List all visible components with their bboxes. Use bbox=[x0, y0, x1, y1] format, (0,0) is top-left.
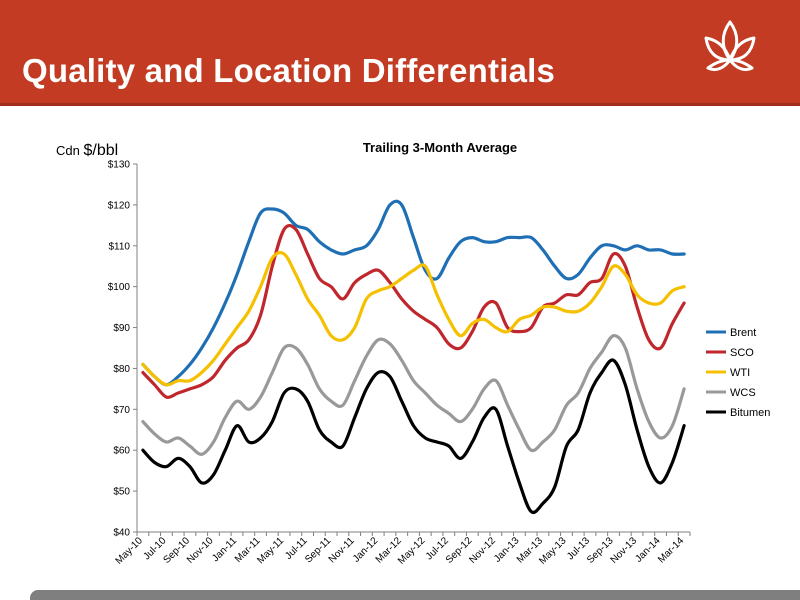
x-tick-label: Nov-12 bbox=[467, 535, 498, 566]
legend-label-wti: WTI bbox=[730, 367, 750, 379]
y-tick-label: $90 bbox=[113, 323, 130, 334]
x-tick-label: Nov-10 bbox=[185, 535, 216, 566]
series-line-wti bbox=[141, 251, 686, 387]
legend-label-brent: Brent bbox=[730, 327, 756, 339]
y-tick-label: $50 bbox=[113, 487, 130, 498]
chart-axes: $40 $50 $60 $70 $80 $90 $100 $110 $120 $130 May-10… bbox=[108, 160, 691, 567]
slide-title: Quality and Location Differentials bbox=[22, 52, 556, 89]
y-tick-label: $110 bbox=[108, 241, 130, 252]
x-tick-label: Mar-14 bbox=[656, 535, 686, 565]
x-tick-label: May-13 bbox=[537, 535, 569, 567]
chart-legend: Brent SCO WTI WCS Bitumen bbox=[706, 327, 770, 419]
title-banner-underline bbox=[0, 103, 800, 106]
unit-prefix: Cdn bbox=[56, 143, 80, 158]
legend-label-sco: SCO bbox=[730, 347, 754, 359]
y-tick-label: $130 bbox=[108, 160, 131, 171]
series-line-brent bbox=[141, 199, 686, 387]
series-line-bitumen bbox=[141, 358, 686, 514]
unit-text: $/bbl bbox=[83, 142, 119, 159]
x-tick-label: Nov-13 bbox=[609, 535, 640, 566]
x-tick-label: May-10 bbox=[114, 535, 146, 567]
y-tick-label: $40 bbox=[113, 528, 130, 539]
x-tick-label: Nov-11 bbox=[327, 535, 357, 565]
x-tick-label: May-11 bbox=[255, 535, 286, 566]
title-banner bbox=[0, 0, 800, 103]
x-tick-label: May-12 bbox=[396, 535, 428, 567]
company-logo-icon bbox=[704, 20, 756, 72]
y-axis-unit-label: Cdn $/bbl bbox=[56, 142, 118, 160]
series-line-sco bbox=[141, 223, 686, 399]
series-line-wcs bbox=[141, 334, 686, 456]
chart-title: Trailing 3-Month Average bbox=[363, 140, 517, 155]
y-tick-label: $60 bbox=[113, 446, 130, 457]
y-tick-label: $80 bbox=[113, 364, 130, 375]
chart-series-lines bbox=[141, 199, 686, 514]
legend-label-bitumen: Bitumen bbox=[730, 407, 770, 419]
y-tick-label: $70 bbox=[113, 405, 130, 416]
y-tick-label: $120 bbox=[108, 200, 131, 211]
legend-label-wcs: WCS bbox=[730, 387, 756, 399]
footer-bar bbox=[30, 590, 800, 600]
y-tick-label: $100 bbox=[108, 282, 131, 293]
